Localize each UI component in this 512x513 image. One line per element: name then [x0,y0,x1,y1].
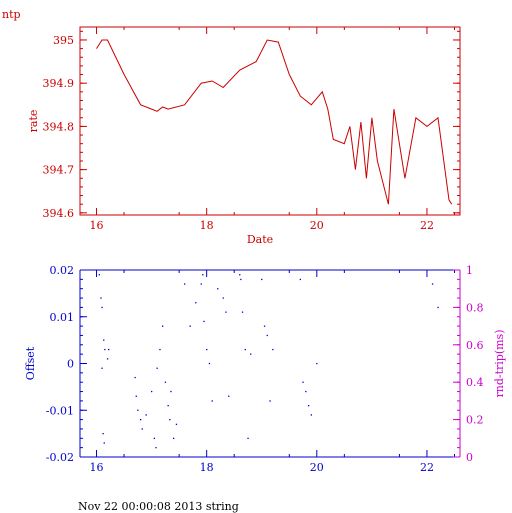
y2-tick-label: 0.6 [466,339,484,352]
offset-point [98,274,100,276]
x-tick-label: 18 [200,219,214,232]
y-tick-label: 0.01 [50,311,75,324]
offset-point [203,320,205,323]
offset-point [101,367,103,369]
offset-point [137,409,139,411]
offset-point [244,348,246,351]
offset-point [103,339,105,341]
x-tick-label: 20 [310,461,324,474]
offset-point [308,405,310,407]
y-tick-label: -0.01 [46,404,74,417]
offset-point [269,400,271,402]
offset-point [135,395,137,397]
plot-frame [79,26,461,216]
y-tick-label: 0.02 [50,264,75,277]
offset-point [195,302,197,304]
offset-point [103,442,105,444]
y2-tick-label: 0.4 [466,376,484,389]
y-tick-label: 395 [53,34,74,47]
offset-point [208,362,211,365]
offset-point [145,414,147,416]
offset-point [200,283,202,285]
y-tick-label: 0 [67,358,74,371]
y-tick-label: 394.6 [43,207,75,220]
y-axis-label: rate [27,110,40,133]
offset-point [189,325,191,327]
offset-point [173,437,175,439]
y-axis-label: Offset [24,346,37,380]
offset-point [169,419,171,421]
y2-tick-label: 0.8 [466,301,484,314]
offset-point [272,348,274,351]
rate-series-line [96,39,453,205]
offset-point [141,428,143,430]
y-tick-label: 394.9 [43,77,75,90]
offset-point [250,353,252,355]
offset-point [170,390,172,393]
x-tick-label: 16 [90,461,104,474]
offset-point [155,447,157,449]
offset-point [101,306,103,309]
x-tick-label: 16 [90,219,104,232]
offset-point [202,274,204,276]
y2-tick-label: 0.2 [466,414,484,427]
offset-point [206,348,208,351]
x-tick-label: 22 [420,219,434,232]
header-label: ntp [2,8,21,21]
offset-point [299,278,301,281]
y2-tick-label: 1 [466,264,473,277]
offset-chart: 16 18 20 22 -0.02 -0.01 0 0.01 0.02 0 0.2 0.4 0.6 0.8… [24,264,506,474]
footer-caption: Nov 22 00:00:08 2013 string [78,500,239,513]
offset-point [437,306,439,309]
offset-point [151,390,153,393]
offset-point [222,297,224,299]
offset-point [431,283,434,285]
y-tick-label: 394.7 [43,164,75,177]
offset-point [140,419,142,421]
offset-point [153,437,155,439]
offset-point [302,381,304,383]
offset-point [184,283,186,285]
offset-point [164,381,167,383]
y2-tick-label: 0 [466,451,473,464]
offset-point [316,362,318,365]
y2-axis-label: rnd-trip(ms) [493,330,506,398]
offset-point [211,400,213,402]
rate-chart: 16 18 20 22 394.6 394.7 394.8 394.9 395 Date rate [27,26,461,246]
offset-point [102,433,104,435]
x-tick-label: 18 [200,461,214,474]
x-tick-label: 20 [310,219,324,232]
offset-point [106,358,109,360]
offset-point [167,405,169,407]
offset-point [266,334,268,337]
offset-point [175,423,178,425]
offset-point [156,367,158,369]
offset-point [134,376,136,379]
offset-point [228,395,230,397]
x-tick-label: 22 [420,461,434,474]
offset-point [261,278,263,281]
offset-point [162,325,164,327]
x-axis-label: Date [247,233,273,246]
y-tick-label: -0.02 [46,451,74,464]
offset-point [159,348,161,351]
offset-point [310,414,312,416]
offset-point [239,274,241,276]
offset-point [263,325,266,327]
offset-point [217,288,219,290]
offset-point [225,311,227,313]
offset-point [108,348,110,351]
y-tick-label: 394.8 [43,120,75,133]
offset-point [305,390,307,393]
offset-point [241,311,244,313]
offset-point [104,348,106,351]
offset-point [247,437,249,439]
offset-point [100,297,102,299]
offset-point [240,278,242,281]
